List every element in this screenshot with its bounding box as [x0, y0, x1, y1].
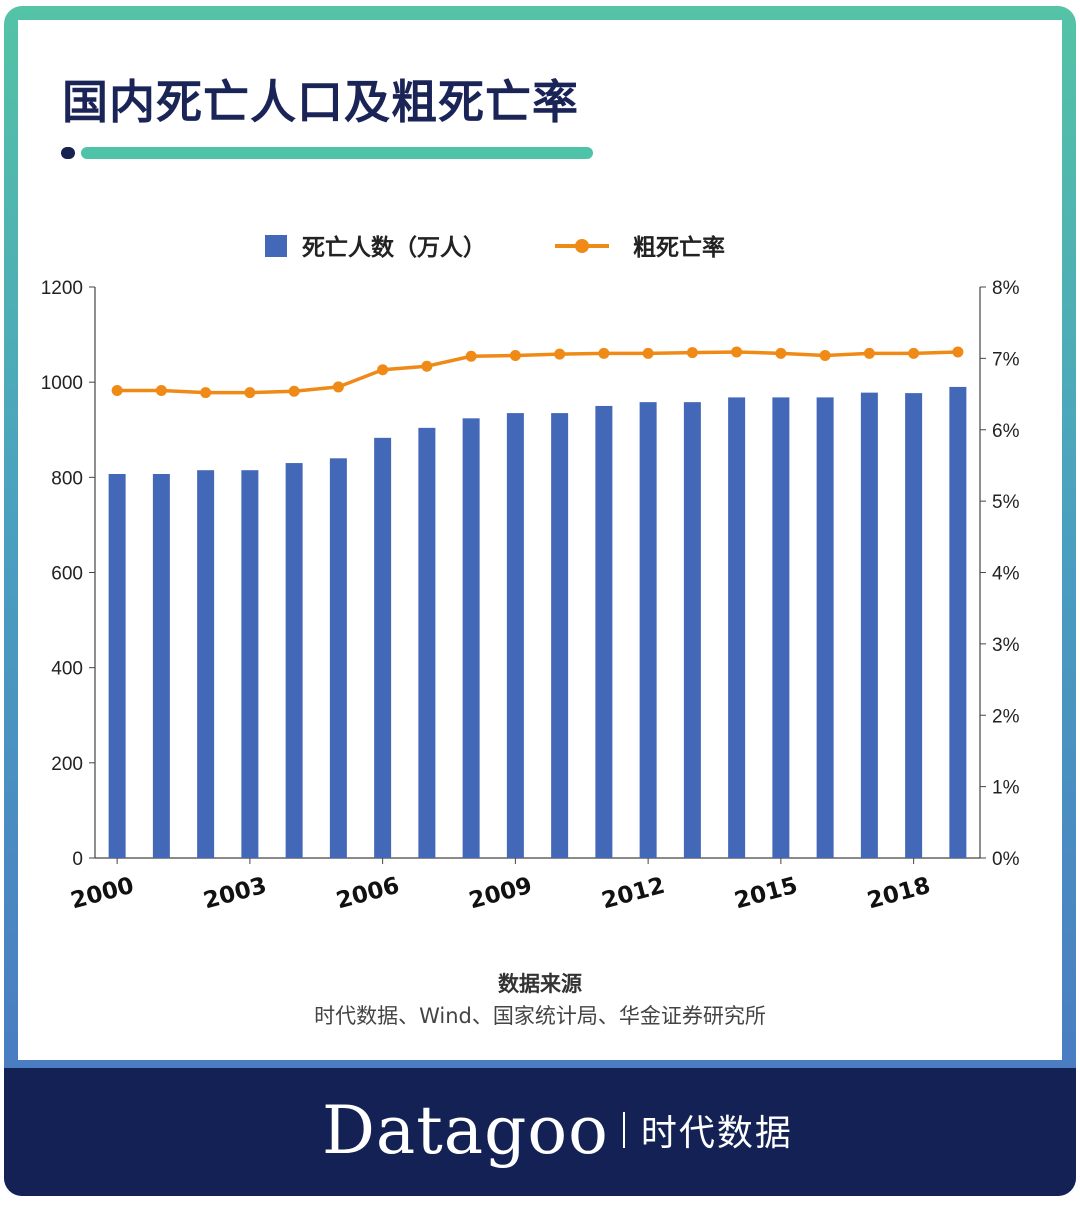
rate-point-2002 [200, 387, 212, 399]
legend-line-marker [575, 239, 589, 253]
y-left-tick-label: 800 [51, 468, 83, 489]
rate-point-2019 [952, 346, 964, 358]
y-left-tick-label: 600 [51, 564, 83, 585]
bar-2005 [329, 458, 347, 858]
bar-2008 [462, 418, 480, 858]
rate-point-2017 [863, 347, 875, 359]
bar-2013 [683, 402, 701, 858]
card-body [18, 20, 1062, 1060]
title-decoration-bar [81, 147, 593, 159]
legend-line-label: 粗死亡率 [633, 234, 725, 261]
source-title: 数据来源 [498, 972, 582, 996]
y-right-tick-label: 4% [992, 564, 1020, 585]
bar-series [108, 386, 967, 858]
bar-2007 [418, 427, 436, 858]
y-right-tick-label: 1% [992, 778, 1020, 799]
bar-2001 [152, 474, 170, 858]
title-decoration-dot [61, 147, 75, 159]
brand-cn: 时代数据 [640, 1113, 793, 1154]
rate-point-2006 [377, 364, 389, 376]
bar-2009 [506, 413, 524, 858]
bar-2011 [595, 405, 613, 858]
y-left-tick-label: 1000 [41, 373, 83, 394]
y-left-tick-label: 200 [51, 754, 83, 775]
rate-line [117, 350, 958, 395]
bar-2003 [241, 470, 259, 858]
x-tick-label: 2012 [599, 873, 668, 915]
bar-2002 [197, 470, 215, 858]
rate-point-2007 [421, 360, 433, 372]
footer [4, 1068, 1076, 1196]
brand-separator [622, 1112, 625, 1148]
chart: 死亡人数（万人） 粗死亡率 0 200 400 600 800 1000 1200 0% 1% 2… [41, 234, 1020, 914]
bar-2006 [374, 437, 392, 858]
bar-2010 [551, 413, 569, 858]
rate-point-2014 [731, 346, 743, 358]
rate-point-2008 [465, 350, 477, 362]
bar-2015 [772, 397, 790, 858]
brand-name: Datagoo [322, 1091, 609, 1169]
bar-2004 [285, 463, 303, 858]
x-tick-label: 2003 [201, 873, 270, 915]
legend-bar-swatch [265, 235, 287, 257]
x-tick-label: 2000 [68, 873, 137, 915]
axes: 0 200 400 600 800 1000 1200 0% 1% 2% 3% 4% 5% 6% 7% 8% 2… [41, 278, 1020, 914]
y-right-tick-label: 8% [992, 278, 1020, 299]
brand-logo: Datagoo 时代数据 [322, 1080, 793, 1180]
line-series [111, 346, 964, 399]
bar-2000 [108, 474, 126, 858]
rate-point-2003 [244, 387, 256, 399]
rate-point-2009 [509, 350, 521, 362]
rate-point-2010 [554, 348, 566, 360]
page-title: 国内死亡人口及粗死亡率 [62, 75, 579, 129]
x-tick-label: 2006 [334, 873, 403, 915]
rate-point-2001 [155, 384, 167, 396]
bar-2018 [905, 393, 923, 858]
y-left-tick-label: 400 [51, 659, 83, 680]
x-tick-label: 2009 [466, 873, 535, 915]
source-text: 时代数据、Wind、国家统计局、华金证券研究所 [314, 1004, 766, 1028]
x-tick-label: 2018 [865, 873, 934, 915]
rate-point-2011 [598, 347, 610, 359]
y-right-tick-label: 6% [992, 421, 1020, 442]
legend: 死亡人数（万人） 粗死亡率 [265, 234, 725, 261]
card-frame [4, 6, 1076, 1196]
rate-point-2015 [775, 347, 787, 359]
rate-point-2018 [908, 347, 920, 359]
y-left-tick-label: 1200 [41, 278, 83, 299]
x-tick-label: 2015 [732, 873, 801, 915]
y-right-tick-label: 0% [992, 849, 1020, 870]
rate-point-2004 [288, 385, 300, 397]
y-right-tick-label: 3% [992, 635, 1020, 656]
bar-2012 [639, 402, 657, 858]
y-right-tick-label: 7% [992, 349, 1020, 370]
bar-2016 [816, 397, 834, 858]
rate-point-2000 [111, 384, 123, 396]
rate-point-2012 [642, 347, 654, 359]
y-right-tick-label: 2% [992, 706, 1020, 727]
y-left-tick-label: 0 [72, 849, 83, 870]
rate-point-2005 [332, 381, 344, 393]
y-right-tick-label: 5% [992, 492, 1020, 513]
bar-2019 [949, 386, 967, 858]
legend-bar-label: 死亡人数（万人） [302, 234, 486, 261]
bar-2014 [728, 397, 746, 858]
rate-point-2013 [686, 347, 698, 359]
rate-point-2016 [819, 350, 831, 362]
bar-2017 [860, 392, 878, 858]
